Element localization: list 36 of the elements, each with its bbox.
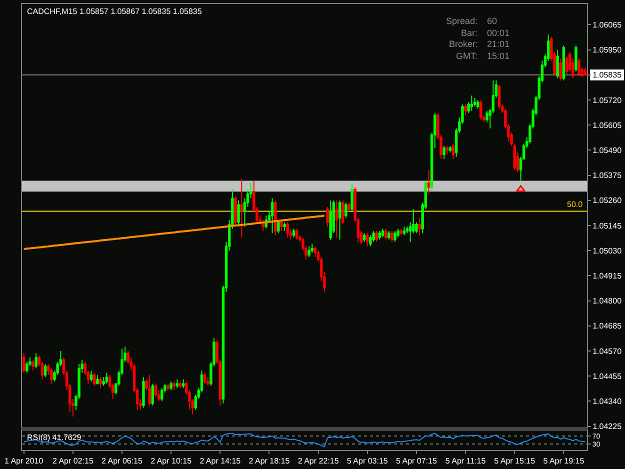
x-tick-label: 5 Apr 11:15: [445, 456, 486, 466]
x-tick-label: 2 Apr 06:15: [102, 456, 143, 466]
y-tick-label: 1.04455: [592, 372, 622, 381]
x-tick-label: 5 Apr 19:15: [543, 456, 585, 466]
annotation: GMT: 15:01: [456, 51, 510, 61]
y-tick-label: 1.05030: [592, 246, 622, 256]
x-tick-label: 5 Apr 03:15: [346, 456, 388, 466]
y-tick-label: 1.04570: [592, 346, 622, 356]
chart-title: CADCHF,M15 1.05857 1.05867 1.05835 1.05835: [27, 7, 202, 16]
annotation: 50.0: [567, 200, 584, 209]
x-tick-label: 1 Apr 2010: [4, 456, 44, 466]
annotation: Broker: 21:01: [449, 39, 510, 49]
y-tick-label: 1.05605: [592, 120, 622, 130]
x-tick-label: 2 Apr 10:15: [150, 456, 192, 466]
y-tick-label: 1.05835: [592, 70, 622, 80]
y-tick-label: 1.05950: [592, 46, 622, 55]
y-tick-label: 1.04225: [592, 422, 622, 432]
y-tick-label: 1.04800: [592, 296, 622, 306]
x-tick-label: 2 Apr 14:15: [200, 456, 242, 466]
y-tick-label: 1.05375: [592, 171, 622, 180]
x-tick-label: 2 Apr 18:15: [248, 456, 290, 466]
x-tick-label: 2 Apr 22:15: [298, 456, 340, 466]
x-tick-label: 5 Apr 07:15: [396, 456, 438, 466]
annotation: Bar: 00:01: [461, 28, 510, 38]
y-tick-label: 1.06065: [592, 20, 622, 30]
y-tick-label: 1.05720: [592, 96, 622, 105]
y-tick-label: 1.05260: [592, 196, 622, 206]
y-tick-label: 1.05145: [592, 221, 622, 230]
y-tick-label: 1.05490: [592, 146, 622, 156]
y-tick-label: 1.04340: [592, 396, 622, 406]
y-tick-label: 1.04685: [592, 322, 622, 331]
x-tick-label: 5 Apr 15:15: [494, 456, 536, 466]
chart-title: RSI(8) 41.7629: [27, 433, 82, 442]
annotation: Spread: 60: [446, 16, 498, 26]
x-tick-label: 2 Apr 02:15: [52, 456, 94, 466]
y-tick-label: 1.04915: [592, 271, 622, 280]
